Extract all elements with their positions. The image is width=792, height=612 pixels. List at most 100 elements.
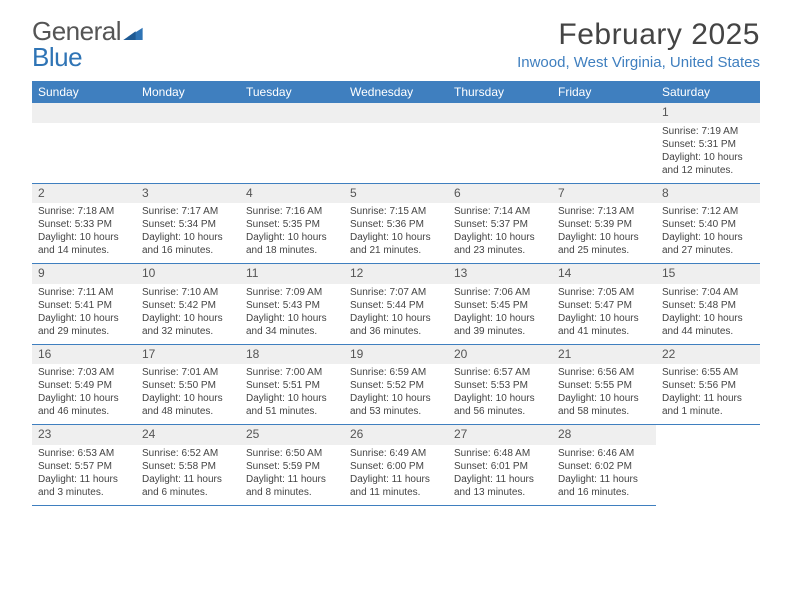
- day-data-cell: Sunrise: 7:01 AMSunset: 5:50 PMDaylight:…: [136, 364, 240, 425]
- day-number-cell: [32, 103, 136, 123]
- day-data-cell: Sunrise: 7:19 AMSunset: 5:31 PMDaylight:…: [656, 123, 760, 184]
- day-number-cell: [240, 103, 344, 123]
- sunrise-text: Sunrise: 7:16 AM: [246, 205, 338, 218]
- day-data-cell: Sunrise: 7:05 AMSunset: 5:47 PMDaylight:…: [552, 284, 656, 345]
- day-data-cell: [344, 123, 448, 184]
- day-data-cell: [136, 123, 240, 184]
- sunrise-text: Sunrise: 7:09 AM: [246, 286, 338, 299]
- sunrise-text: Sunrise: 7:19 AM: [662, 125, 754, 138]
- daylight-text: Daylight: 10 hours and 56 minutes.: [454, 392, 546, 418]
- sunset-text: Sunset: 5:37 PM: [454, 218, 546, 231]
- daylight-text: Daylight: 10 hours and 18 minutes.: [246, 231, 338, 257]
- day-number-cell: [344, 103, 448, 123]
- week-daynum-row: 16171819202122: [32, 344, 760, 364]
- daylight-text: Daylight: 10 hours and 41 minutes.: [558, 312, 650, 338]
- daylight-text: Daylight: 10 hours and 46 minutes.: [38, 392, 130, 418]
- day-number-cell: 24: [136, 425, 240, 445]
- daylight-text: Daylight: 10 hours and 34 minutes.: [246, 312, 338, 338]
- daylight-text: Daylight: 10 hours and 44 minutes.: [662, 312, 754, 338]
- sunset-text: Sunset: 5:53 PM: [454, 379, 546, 392]
- day-number-cell: 14: [552, 264, 656, 284]
- week-data-row: Sunrise: 7:03 AMSunset: 5:49 PMDaylight:…: [32, 364, 760, 425]
- sunset-text: Sunset: 5:40 PM: [662, 218, 754, 231]
- logo-triangle-icon: [123, 18, 143, 44]
- daylight-text: Daylight: 11 hours and 3 minutes.: [38, 473, 130, 499]
- sunset-text: Sunset: 5:47 PM: [558, 299, 650, 312]
- sunrise-text: Sunrise: 6:49 AM: [350, 447, 442, 460]
- sunrise-text: Sunrise: 7:05 AM: [558, 286, 650, 299]
- day-number-cell: [448, 103, 552, 123]
- location-text: Inwood, West Virginia, United States: [517, 54, 760, 71]
- sunset-text: Sunset: 5:56 PM: [662, 379, 754, 392]
- sunrise-text: Sunrise: 7:07 AM: [350, 286, 442, 299]
- sunrise-text: Sunrise: 7:11 AM: [38, 286, 130, 299]
- daylight-text: Daylight: 10 hours and 51 minutes.: [246, 392, 338, 418]
- sunrise-text: Sunrise: 7:13 AM: [558, 205, 650, 218]
- week-daynum-row: 2345678: [32, 183, 760, 203]
- day-data-cell: Sunrise: 7:17 AMSunset: 5:34 PMDaylight:…: [136, 203, 240, 264]
- week-daynum-row: 232425262728: [32, 425, 760, 445]
- sunrise-text: Sunrise: 7:06 AM: [454, 286, 546, 299]
- dayname-header: Saturday: [656, 81, 760, 103]
- day-data-cell: Sunrise: 6:48 AMSunset: 6:01 PMDaylight:…: [448, 445, 552, 506]
- day-number-cell: 17: [136, 344, 240, 364]
- daylight-text: Daylight: 10 hours and 58 minutes.: [558, 392, 650, 418]
- sunset-text: Sunset: 5:58 PM: [142, 460, 234, 473]
- day-data-cell: Sunrise: 7:10 AMSunset: 5:42 PMDaylight:…: [136, 284, 240, 345]
- day-number-cell: 11: [240, 264, 344, 284]
- sunrise-text: Sunrise: 7:12 AM: [662, 205, 754, 218]
- day-data-cell: Sunrise: 6:50 AMSunset: 5:59 PMDaylight:…: [240, 445, 344, 506]
- day-number-cell: 1: [656, 103, 760, 123]
- daylight-text: Daylight: 10 hours and 21 minutes.: [350, 231, 442, 257]
- daylight-text: Daylight: 10 hours and 23 minutes.: [454, 231, 546, 257]
- day-number-cell: 18: [240, 344, 344, 364]
- sunset-text: Sunset: 5:55 PM: [558, 379, 650, 392]
- dayname-header: Thursday: [448, 81, 552, 103]
- day-data-cell: Sunrise: 6:57 AMSunset: 5:53 PMDaylight:…: [448, 364, 552, 425]
- week-data-row: Sunrise: 7:19 AMSunset: 5:31 PMDaylight:…: [32, 123, 760, 184]
- daylight-text: Daylight: 10 hours and 36 minutes.: [350, 312, 442, 338]
- day-number-cell: 5: [344, 183, 448, 203]
- day-number-cell: 20: [448, 344, 552, 364]
- brand-logo: GeneralBlue: [32, 18, 143, 70]
- daylight-text: Daylight: 10 hours and 39 minutes.: [454, 312, 546, 338]
- daylight-text: Daylight: 10 hours and 14 minutes.: [38, 231, 130, 257]
- sunset-text: Sunset: 6:00 PM: [350, 460, 442, 473]
- title-block: February 2025 Inwood, West Virginia, Uni…: [517, 18, 760, 71]
- sunrise-text: Sunrise: 7:10 AM: [142, 286, 234, 299]
- sunrise-text: Sunrise: 6:50 AM: [246, 447, 338, 460]
- sunrise-text: Sunrise: 6:48 AM: [454, 447, 546, 460]
- day-data-cell: Sunrise: 6:49 AMSunset: 6:00 PMDaylight:…: [344, 445, 448, 506]
- sunrise-text: Sunrise: 6:57 AM: [454, 366, 546, 379]
- day-data-cell: [240, 123, 344, 184]
- sunset-text: Sunset: 5:36 PM: [350, 218, 442, 231]
- day-number-cell: 22: [656, 344, 760, 364]
- sunrise-text: Sunrise: 7:18 AM: [38, 205, 130, 218]
- month-title: February 2025: [517, 18, 760, 52]
- daylight-text: Daylight: 11 hours and 11 minutes.: [350, 473, 442, 499]
- week-data-row: Sunrise: 7:11 AMSunset: 5:41 PM Daylight:…: [32, 284, 760, 345]
- day-number-cell: 9: [32, 264, 136, 284]
- sunset-text: Sunset: 5:52 PM: [350, 379, 442, 392]
- day-number-cell: 4: [240, 183, 344, 203]
- day-number-cell: 10: [136, 264, 240, 284]
- day-number-cell: 13: [448, 264, 552, 284]
- calendar-table: SundayMondayTuesdayWednesdayThursdayFrid…: [32, 81, 760, 506]
- sunset-text: Sunset: 6:01 PM: [454, 460, 546, 473]
- day-data-cell: [448, 123, 552, 184]
- day-data-cell: Sunrise: 6:55 AMSunset: 5:56 PMDaylight:…: [656, 364, 760, 425]
- daylight-text: Daylight: 11 hours and 16 minutes.: [558, 473, 650, 499]
- week-data-row: Sunrise: 7:18 AMSunset: 5:33 PMDaylight:…: [32, 203, 760, 264]
- day-number-cell: 15: [656, 264, 760, 284]
- daylight-text: Daylight: 10 hours and 32 minutes.: [142, 312, 234, 338]
- week-daynum-row: 1: [32, 103, 760, 123]
- sunrise-text: Sunrise: 6:52 AM: [142, 447, 234, 460]
- day-data-cell: Sunrise: 7:03 AMSunset: 5:49 PMDaylight:…: [32, 364, 136, 425]
- sunset-text: Sunset: 5:34 PM: [142, 218, 234, 231]
- day-number-cell: [552, 103, 656, 123]
- sunset-text: Sunset: 5:41 PM: [38, 299, 130, 312]
- dayname-header: Sunday: [32, 81, 136, 103]
- day-data-cell: Sunrise: 7:00 AMSunset: 5:51 PMDaylight:…: [240, 364, 344, 425]
- sunset-text: Sunset: 5:35 PM: [246, 218, 338, 231]
- day-number-cell: 7: [552, 183, 656, 203]
